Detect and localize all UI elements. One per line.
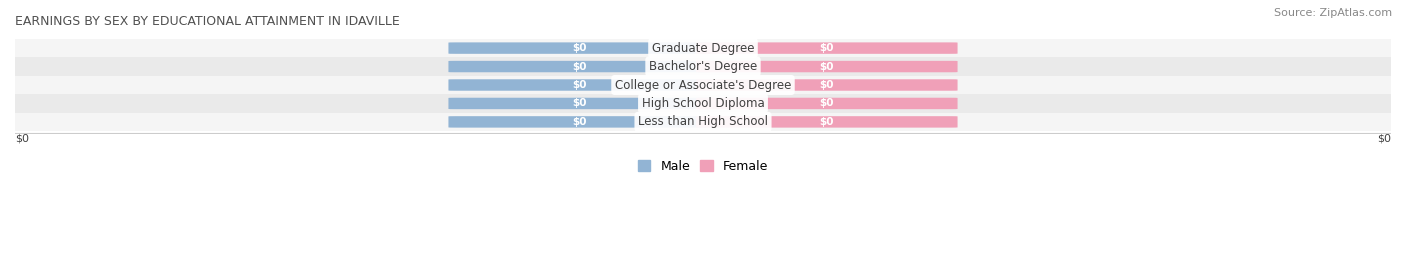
FancyBboxPatch shape xyxy=(696,43,957,54)
Text: $0: $0 xyxy=(820,62,834,72)
Text: Graduate Degree: Graduate Degree xyxy=(652,42,754,55)
Text: $0: $0 xyxy=(572,117,586,127)
Text: $0: $0 xyxy=(572,62,586,72)
Text: $0: $0 xyxy=(820,117,834,127)
FancyBboxPatch shape xyxy=(696,61,957,72)
Bar xyxy=(15,57,1391,76)
Text: $0: $0 xyxy=(572,98,586,108)
FancyBboxPatch shape xyxy=(449,43,710,54)
Bar xyxy=(15,113,1391,131)
FancyBboxPatch shape xyxy=(696,98,957,109)
Text: $0: $0 xyxy=(820,98,834,108)
Text: $0: $0 xyxy=(820,80,834,90)
FancyBboxPatch shape xyxy=(696,116,957,128)
Bar xyxy=(15,94,1391,113)
Text: $0: $0 xyxy=(820,43,834,53)
Text: Source: ZipAtlas.com: Source: ZipAtlas.com xyxy=(1274,8,1392,18)
FancyBboxPatch shape xyxy=(449,98,710,109)
Bar xyxy=(15,76,1391,94)
Text: Less than High School: Less than High School xyxy=(638,115,768,128)
Text: Bachelor's Degree: Bachelor's Degree xyxy=(650,60,756,73)
FancyBboxPatch shape xyxy=(449,79,710,91)
Text: High School Diploma: High School Diploma xyxy=(641,97,765,110)
Bar xyxy=(15,39,1391,57)
Text: College or Associate's Degree: College or Associate's Degree xyxy=(614,79,792,91)
Text: $0: $0 xyxy=(15,133,30,144)
FancyBboxPatch shape xyxy=(449,116,710,128)
Text: EARNINGS BY SEX BY EDUCATIONAL ATTAINMENT IN IDAVILLE: EARNINGS BY SEX BY EDUCATIONAL ATTAINMEN… xyxy=(15,15,399,28)
FancyBboxPatch shape xyxy=(449,61,710,72)
Text: $0: $0 xyxy=(1376,133,1391,144)
FancyBboxPatch shape xyxy=(696,79,957,91)
Text: $0: $0 xyxy=(572,80,586,90)
Text: $0: $0 xyxy=(572,43,586,53)
Legend: Male, Female: Male, Female xyxy=(633,155,773,178)
